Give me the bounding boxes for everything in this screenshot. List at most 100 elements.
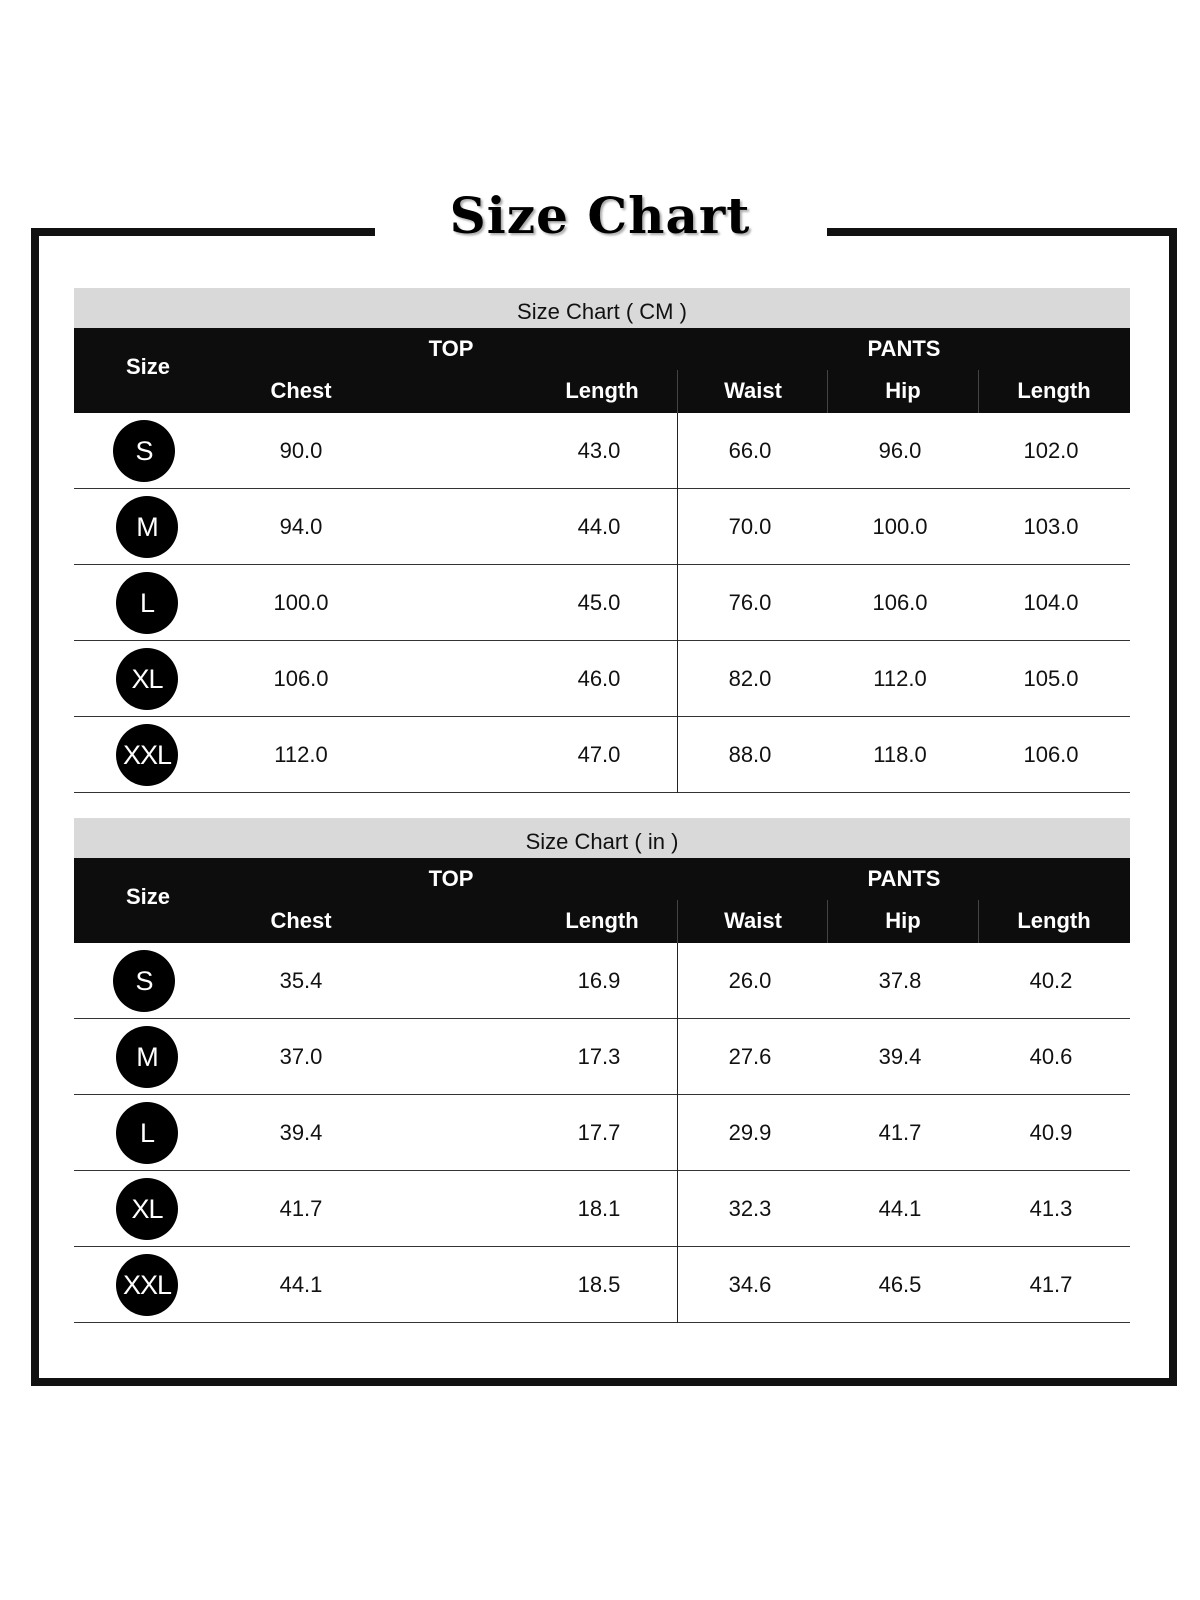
table-cell: 17.3	[577, 1044, 621, 1069]
header-column: Chest	[270, 378, 332, 403]
header-divider	[827, 370, 828, 413]
header-size: Size	[125, 354, 171, 379]
table-cell: 18.1	[577, 1196, 621, 1221]
table-cell: 47.0	[577, 742, 621, 767]
table-cell: 88.0	[728, 742, 772, 767]
frame-top-left	[31, 228, 375, 236]
table-cell: 41.7	[279, 1196, 323, 1221]
table-caption: Size Chart ( in )	[74, 818, 1130, 858]
table-row: L 39.4 17.7 29.9 41.7 40.9	[74, 1095, 1130, 1171]
header-size: Size	[125, 884, 171, 909]
table-cell: 103.0	[1023, 514, 1079, 539]
table-cell: 35.4	[279, 968, 323, 993]
size-badge: M	[116, 496, 178, 558]
table-cell: 45.0	[577, 590, 621, 615]
table-row: S 90.0 43.0 66.0 96.0 102.0	[74, 413, 1130, 489]
table-header: Size TOP PANTS Chest Length Waist Hip Length	[74, 858, 1130, 943]
frame-right	[1169, 228, 1177, 1386]
table-cell: 70.0	[728, 514, 772, 539]
table-cell: 82.0	[728, 666, 772, 691]
table-cell: 96.0	[878, 438, 922, 463]
size-badge: XXL	[116, 1254, 178, 1316]
table-cell: 37.0	[279, 1044, 323, 1069]
header-divider	[827, 900, 828, 943]
header-divider	[677, 900, 678, 943]
table-row: M 37.0 17.3 27.6 39.4 40.6	[74, 1019, 1130, 1095]
table-cell: 27.6	[728, 1044, 772, 1069]
header-divider	[978, 370, 979, 413]
top-pants-divider	[677, 943, 678, 1323]
header-column: Chest	[270, 908, 332, 933]
page-title: Size Chart	[449, 186, 751, 245]
size-badge: L	[116, 572, 178, 634]
size-badge: XL	[116, 648, 178, 710]
table-row: S 35.4 16.9 26.0 37.8 40.2	[74, 943, 1130, 1019]
header-column: Hip	[885, 908, 921, 933]
table-cell: 44.1	[878, 1196, 922, 1221]
size-table: Size Chart ( CM ) Size TOP PANTS Chest Length…	[74, 288, 1130, 793]
table-cell: 46.0	[577, 666, 621, 691]
size-badge: XXL	[116, 724, 178, 786]
table-cell: 43.0	[577, 438, 621, 463]
table-row: XL 106.0 46.0 82.0 112.0 105.0	[74, 641, 1130, 717]
table-cell: 76.0	[728, 590, 772, 615]
table-cell: 90.0	[279, 438, 323, 463]
table-row: XXL 44.1 18.5 34.6 46.5 41.7	[74, 1247, 1130, 1323]
table-cell: 32.3	[728, 1196, 772, 1221]
table-cell: 102.0	[1023, 438, 1079, 463]
table-row: XL 41.7 18.1 32.3 44.1 41.3	[74, 1171, 1130, 1247]
size-badge: S	[113, 420, 175, 482]
table-cell: 39.4	[878, 1044, 922, 1069]
table-row: L 100.0 45.0 76.0 106.0 104.0	[74, 565, 1130, 641]
frame-left	[31, 228, 39, 1386]
table-cell: 40.9	[1029, 1120, 1073, 1145]
table-cell: 106.0	[872, 590, 928, 615]
header-group-pants: PANTS	[867, 866, 941, 891]
table-cell: 112.0	[274, 742, 328, 767]
table-cell: 100.0	[273, 590, 329, 615]
top-pants-divider	[677, 413, 678, 793]
header-column: Length	[1017, 378, 1091, 403]
table-cell: 112.0	[873, 666, 927, 691]
table-cell: 40.6	[1029, 1044, 1073, 1069]
table-cell: 29.9	[728, 1120, 772, 1145]
table-cell: 39.4	[279, 1120, 323, 1145]
frame-top-right	[827, 228, 1177, 236]
size-badge: M	[116, 1026, 178, 1088]
table-cell: 106.0	[273, 666, 329, 691]
header-group-pants: PANTS	[867, 336, 941, 361]
table-caption: Size Chart ( CM )	[74, 288, 1130, 328]
table-cell: 106.0	[1023, 742, 1079, 767]
frame-bottom	[31, 1378, 1177, 1386]
table-cell: 105.0	[1023, 666, 1079, 691]
header-column: Length	[1017, 908, 1091, 933]
header-divider	[677, 370, 678, 413]
table-row: M 94.0 44.0 70.0 100.0 103.0	[74, 489, 1130, 565]
table-cell: 41.3	[1029, 1196, 1073, 1221]
size-badge: L	[116, 1102, 178, 1164]
table-cell: 34.6	[728, 1272, 772, 1297]
header-column: Hip	[885, 378, 921, 403]
table-cell: 41.7	[1029, 1272, 1073, 1297]
table-cell: 46.5	[878, 1272, 922, 1297]
header-divider	[978, 900, 979, 943]
table-cell: 118.0	[873, 742, 927, 767]
table-cell: 26.0	[728, 968, 772, 993]
header-group-top: TOP	[428, 866, 474, 891]
table-cell: 100.0	[872, 514, 928, 539]
header-column: Waist	[724, 908, 782, 933]
table-cell: 18.5	[577, 1272, 621, 1297]
table-row: XXL 112.0 47.0 88.0 118.0 106.0	[74, 717, 1130, 793]
table-cell: 40.2	[1029, 968, 1073, 993]
table-cell: 17.7	[577, 1120, 621, 1145]
header-column: Waist	[724, 378, 782, 403]
table-cell: 44.1	[279, 1272, 323, 1297]
table-header: Size TOP PANTS Chest Length Waist Hip Length	[74, 328, 1130, 413]
size-badge: S	[113, 950, 175, 1012]
header-column: Length	[565, 908, 639, 933]
table-cell: 66.0	[728, 438, 772, 463]
table-cell: 41.7	[878, 1120, 922, 1145]
table-cell: 16.9	[577, 968, 621, 993]
table-cell: 44.0	[577, 514, 621, 539]
header-group-top: TOP	[428, 336, 474, 361]
